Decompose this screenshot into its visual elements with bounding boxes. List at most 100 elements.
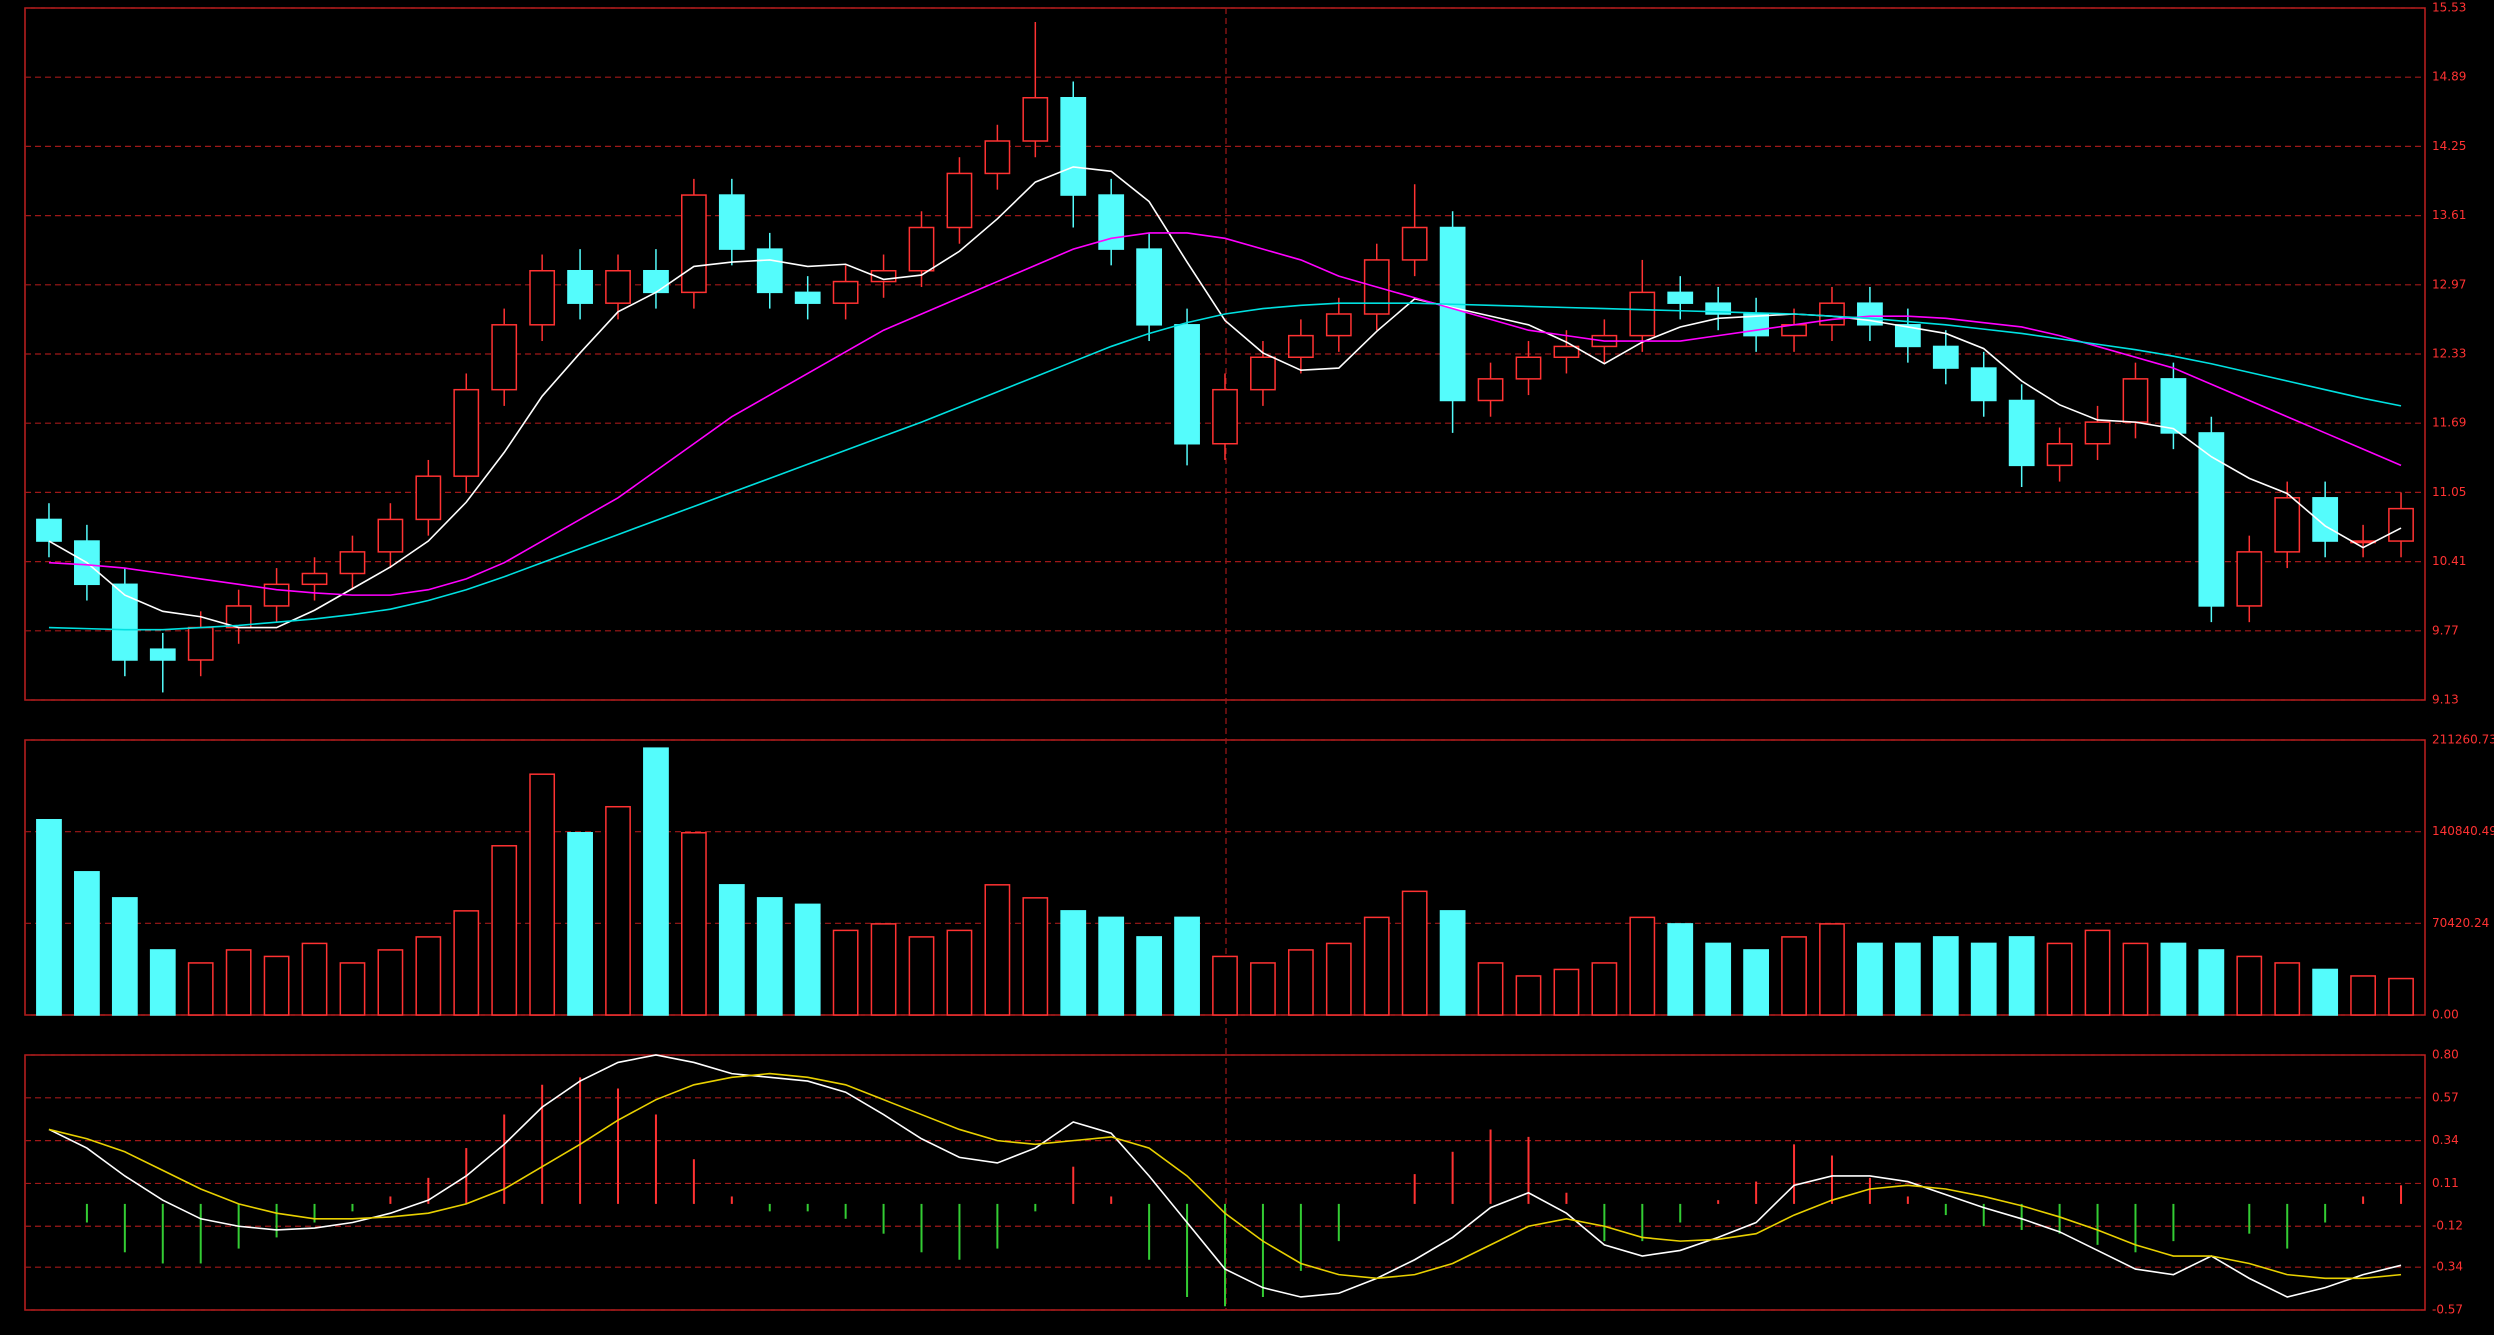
volume-bar	[1857, 942, 1883, 1016]
candle-body	[453, 388, 480, 477]
y-tick-label: 0.80	[2432, 1048, 2459, 1062]
candle-body	[263, 583, 290, 607]
volume-bar	[187, 962, 214, 1016]
volume-bar	[301, 942, 328, 1016]
candle-body	[984, 140, 1011, 175]
volume-bar	[1705, 942, 1732, 1016]
candle-body	[1439, 226, 1466, 402]
candle-body	[1629, 291, 1656, 337]
candle-body	[643, 269, 669, 294]
volume-bar	[529, 773, 556, 1016]
volume-bar	[756, 897, 783, 1016]
y-tick-label: 11.69	[2432, 416, 2466, 430]
candle-body	[2084, 421, 2111, 445]
y-tick-label: 13.61	[2432, 208, 2466, 222]
y-tick-label: 15.53	[2432, 1, 2466, 15]
volume-bar	[339, 962, 366, 1016]
candle-body	[2198, 432, 2225, 607]
candle-body	[1136, 248, 1163, 326]
y-tick-label: 12.33	[2432, 347, 2466, 361]
candle-body	[1553, 345, 1580, 358]
volume-bar	[1477, 962, 1504, 1016]
candle-body	[1932, 345, 1959, 369]
volume-bar	[453, 910, 480, 1016]
candle-body	[1325, 313, 1352, 337]
candle-body	[1819, 302, 1845, 326]
y-tick-label: 70420.24	[2432, 916, 2489, 930]
y-tick-label: 14.25	[2432, 139, 2466, 153]
volume-bar	[225, 949, 252, 1016]
volume-bar	[1667, 923, 1694, 1016]
volume-bar	[794, 903, 821, 1016]
volume-bar	[1098, 916, 1125, 1016]
volume-bar	[263, 955, 290, 1016]
volume-bar	[1212, 955, 1238, 1016]
candle-body	[1212, 388, 1238, 445]
candle-body	[1022, 96, 1049, 142]
volume-bar	[1591, 962, 1618, 1016]
candle-body	[377, 518, 404, 553]
candle-body	[74, 540, 100, 586]
candle-body	[718, 194, 745, 250]
y-tick-label: 0.11	[2432, 1176, 2459, 1190]
volume-bar	[2160, 942, 2187, 1016]
candle-body	[2122, 378, 2149, 423]
volume-bar	[2122, 942, 2149, 1016]
volume-bar	[415, 936, 442, 1016]
y-tick-label: 14.89	[2432, 70, 2466, 84]
y-tick-label: 0.57	[2432, 1090, 2459, 1104]
y-tick-label: -0.12	[2432, 1219, 2463, 1233]
volume-bar	[832, 929, 859, 1016]
y-tick-label: 9.13	[2432, 693, 2459, 707]
candle-body	[1894, 324, 1921, 348]
y-tick-label: 10.41	[2432, 554, 2466, 568]
candle-body	[605, 269, 631, 304]
volume-bar	[984, 884, 1011, 1016]
candle-body	[111, 583, 138, 661]
candle-body	[870, 269, 897, 283]
y-tick-label: 211260.73	[2432, 733, 2494, 747]
candle-body	[187, 626, 214, 661]
volume-bar	[1781, 936, 1807, 1016]
volume-bar	[567, 832, 593, 1016]
candle-body	[1970, 367, 1997, 402]
y-tick-label: 12.97	[2432, 277, 2466, 291]
y-tick-label: -0.34	[2432, 1260, 2463, 1274]
volume-bar	[2236, 955, 2263, 1016]
candle-body	[1515, 356, 1542, 380]
candle-body	[1705, 302, 1732, 315]
moving-average	[48, 232, 2402, 596]
volume-bar	[1060, 910, 1087, 1016]
volume-bar	[1743, 949, 1770, 1016]
volume-bar	[2350, 975, 2376, 1016]
volume-bar	[491, 845, 518, 1016]
volume-bar	[377, 949, 404, 1016]
candle-body	[756, 248, 783, 294]
volume-bar	[2312, 968, 2339, 1016]
candle-body	[2274, 497, 2301, 553]
candle-body	[301, 572, 328, 586]
candle-body	[2160, 378, 2187, 434]
volume-bar	[1894, 942, 1921, 1016]
volume-bar	[1819, 923, 1845, 1016]
candle-body	[794, 291, 821, 304]
candle-body	[832, 280, 859, 304]
volume-bar	[111, 897, 138, 1016]
volume-bar	[1325, 942, 1352, 1016]
volume-bar	[605, 805, 631, 1016]
volume-bar	[2046, 942, 2073, 1016]
y-tick-label: 140840.49	[2432, 824, 2494, 838]
volume-bar	[2198, 949, 2225, 1016]
y-tick-label: 0.34	[2432, 1133, 2459, 1147]
volume-bar	[680, 832, 707, 1016]
candle-body	[2046, 442, 2073, 467]
volume-bar	[1401, 890, 1428, 1016]
volume-bar	[643, 747, 669, 1016]
volume-bar	[149, 949, 176, 1016]
volume-bar	[1174, 916, 1200, 1016]
candle-body	[680, 194, 707, 294]
candle-body	[1250, 356, 1276, 391]
volume-bar	[1136, 936, 1163, 1016]
candle-body	[908, 226, 935, 272]
